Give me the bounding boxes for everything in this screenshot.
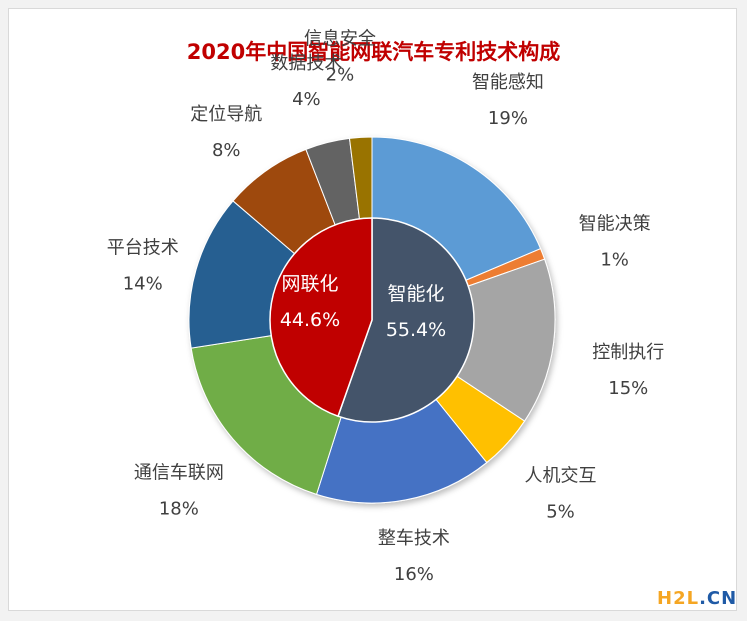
outer-slice-value: 2%: [326, 64, 355, 85]
outer-slice-label: 人机交互: [524, 466, 596, 487]
outer-slice-label: 信息安全: [304, 28, 376, 49]
site-watermark: H2L.CN: [657, 588, 737, 609]
outer-slice-label: 定位导航: [190, 104, 262, 125]
outer-slice-label: 通信车联网: [134, 462, 224, 483]
watermark-part1: H2L: [657, 588, 700, 609]
outer-slice-label: 控制执行: [592, 342, 664, 363]
outer-slice-value: 4%: [292, 89, 321, 110]
outer-slice-label: 平台技术: [107, 238, 179, 259]
outer-slice-label: 整车技术: [378, 528, 450, 549]
outer-slice-value: 8%: [212, 140, 241, 161]
outer-slice-value: 19%: [488, 108, 528, 129]
watermark-part2: .CN: [699, 588, 738, 609]
inner-slice-value: 55.4%: [386, 319, 446, 341]
outer-slice-value: 16%: [394, 564, 434, 585]
inner-slice: [269, 217, 373, 418]
outer-slice-label: 智能感知: [472, 72, 544, 93]
outer-slice-value: 5%: [546, 502, 575, 523]
inner-slice-value: 44.6%: [280, 309, 340, 331]
outer-slice-value: 15%: [608, 378, 648, 399]
inner-slice-label: 网联化: [281, 273, 338, 295]
inner-slice-label: 智能化: [387, 283, 444, 305]
chart-title: 2020年中国智能网联汽车专利技术构成: [186, 40, 561, 64]
outer-slice-value: 18%: [159, 498, 199, 519]
outer-slice-label: 数据技术: [270, 53, 342, 74]
outer-slice-value: 14%: [123, 274, 163, 295]
outer-slice-label: 智能决策: [579, 214, 651, 235]
outer-slice-value: 1%: [600, 250, 629, 271]
